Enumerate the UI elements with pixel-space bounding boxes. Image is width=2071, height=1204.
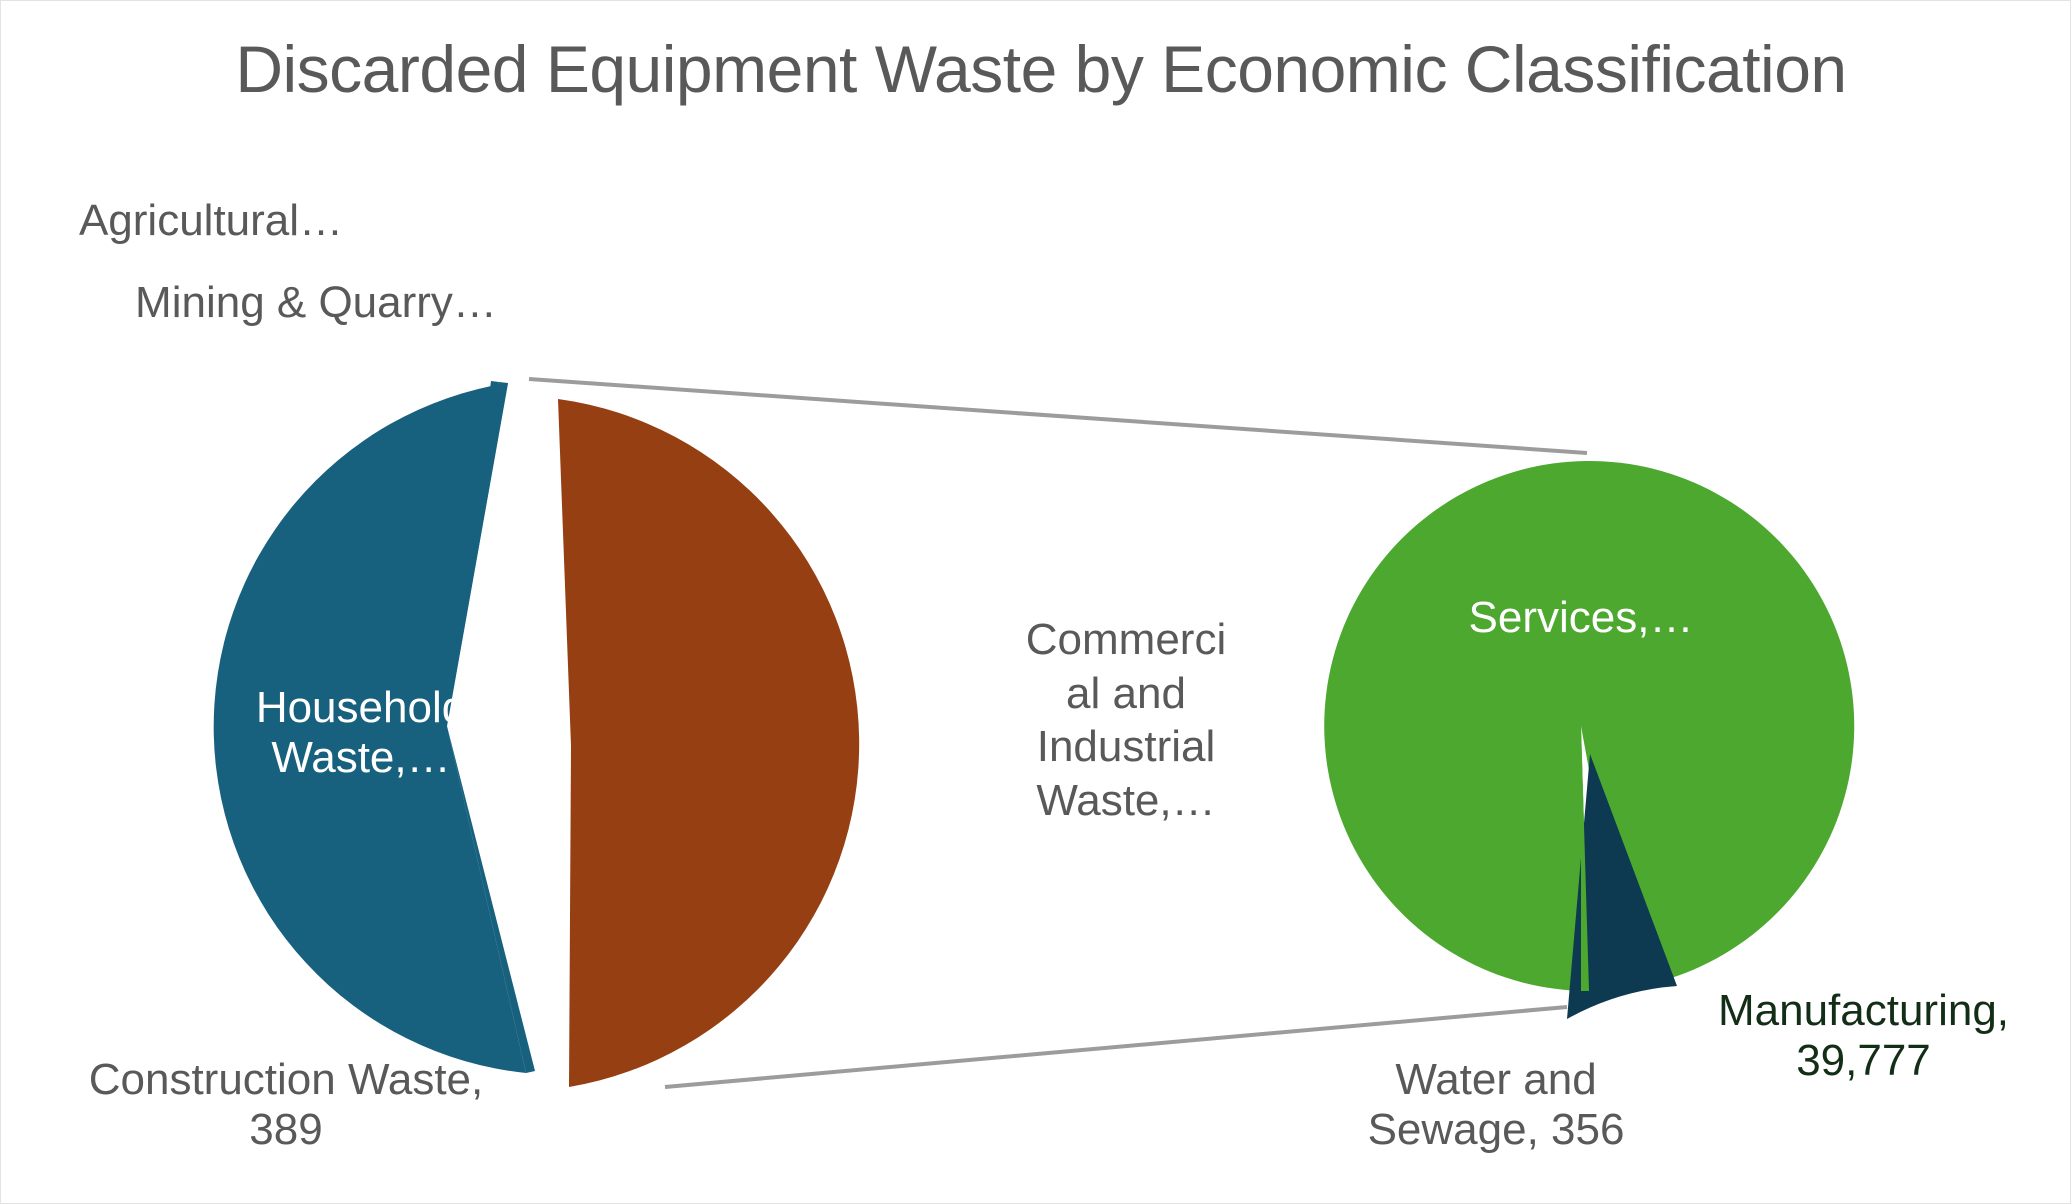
- pie-slice-services[interactable]: [1324, 461, 1855, 991]
- data-label-mining-quarry: Mining & Quarry…: [135, 278, 497, 327]
- connector-line-top: [528, 377, 1588, 455]
- data-label-agricultural: Agricultural…: [78, 196, 344, 245]
- data-label-services: Services,…: [1468, 593, 1694, 642]
- chart-title-line2: Classification: [1464, 32, 1847, 106]
- data-label-household-waste: Household Waste,…: [255, 683, 467, 783]
- data-label-commercial-industrial-waste: Commerci al and Industrial Waste,…: [1025, 615, 1227, 826]
- pie-slice-water-sewage[interactable]: [1581, 726, 1589, 992]
- data-label-manufacturing: Manufacturing, 39,777: [1717, 986, 2010, 1086]
- pie-slice-commercial-industrial-waste[interactable]: [558, 399, 860, 1087]
- data-label-water-sewage: Water and Sewage, 356: [1367, 1055, 1625, 1155]
- pie-slice-mining-quarry[interactable]: [447, 381, 499, 726]
- pie-slice-agricultural[interactable]: [447, 382, 508, 726]
- chart-title-line1: Discarded Equipment Waste by Economic: [235, 32, 1447, 106]
- pie-slice-manufacturing[interactable]: [1567, 754, 1677, 1019]
- data-label-construction-waste: Construction Waste, 389: [88, 1055, 484, 1155]
- chart-title: Discarded Equipment Waste by Economic Cl…: [231, 29, 1851, 110]
